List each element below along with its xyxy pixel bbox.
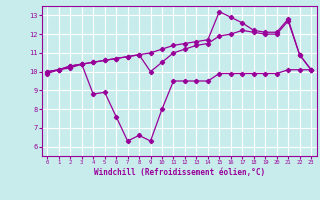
X-axis label: Windchill (Refroidissement éolien,°C): Windchill (Refroidissement éolien,°C) [94,168,265,177]
